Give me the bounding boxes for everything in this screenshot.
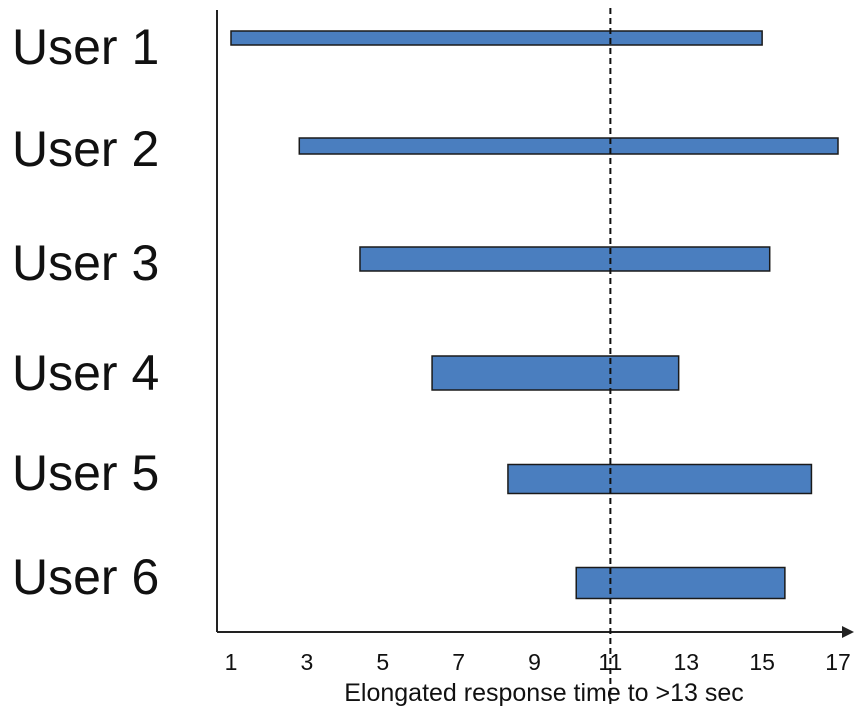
x-tick-15: 15 [749, 649, 775, 675]
bars-layer [230, 30, 839, 600]
bar-user-5 [507, 463, 813, 495]
x-tick-5: 5 [376, 649, 389, 675]
category-label-2: User 2 [12, 121, 159, 177]
bar-user-4 [431, 355, 680, 391]
bar-user-6 [575, 566, 786, 600]
category-label-6: User 6 [12, 549, 159, 605]
x-tick-3: 3 [300, 649, 313, 675]
x-tick-1: 1 [225, 649, 238, 675]
category-label-4: User 4 [12, 345, 159, 401]
x-tick-9: 9 [528, 649, 541, 675]
category-label-5: User 5 [12, 445, 159, 501]
category-label-3: User 3 [12, 235, 159, 291]
bar-user-3 [359, 246, 771, 272]
x-tick-13: 13 [673, 649, 699, 675]
x-axis-title: Elongated response time to >13 sec [344, 679, 744, 707]
category-labels: User 1 User 2 User 3 User 4 User 5 User 6 [12, 19, 159, 605]
category-label-1: User 1 [12, 19, 159, 75]
x-tick-17: 17 [825, 649, 851, 675]
bar-user-2 [298, 137, 839, 155]
x-tick-7: 7 [452, 649, 465, 675]
x-tick-labels: 1 3 5 7 9 11 13 15 17 [225, 649, 851, 675]
bar-user-1 [230, 30, 763, 46]
axes [216, 10, 854, 638]
